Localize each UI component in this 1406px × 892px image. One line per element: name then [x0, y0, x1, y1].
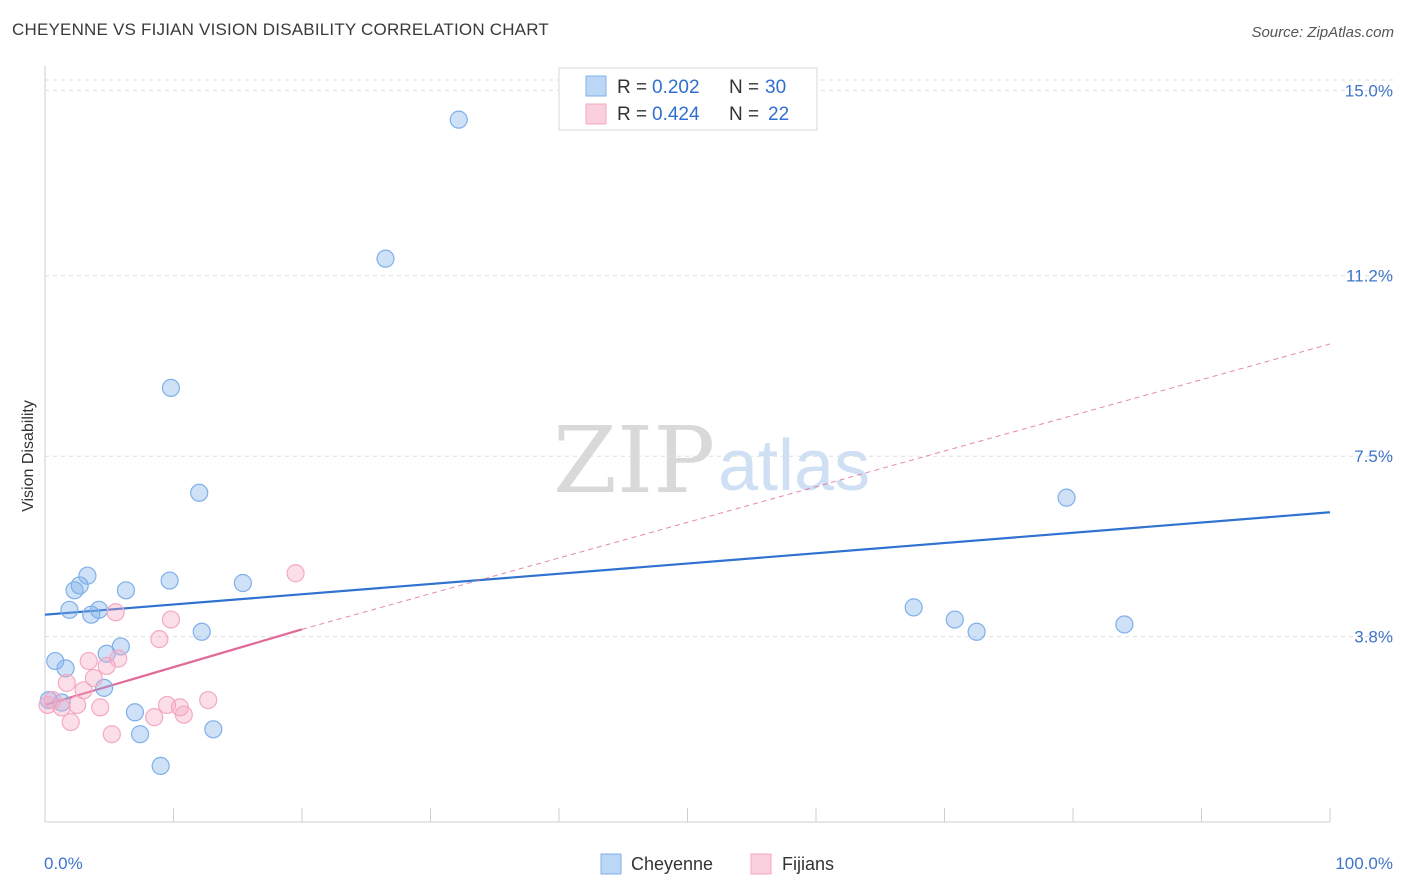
data-point-fijians — [199, 690, 218, 710]
watermark-atlas: atlas — [718, 426, 870, 506]
chart-title: CHEYENNE VS FIJIAN VISION DISABILITY COR… — [12, 20, 549, 39]
data-point-fijians — [57, 673, 76, 693]
data-point-cheyenne — [204, 720, 223, 739]
data-point-cheyenne — [904, 598, 923, 617]
y-tick-label: 3.8% — [1354, 628, 1393, 647]
source-label: Source: ZipAtlas.com — [1251, 24, 1394, 41]
y-tick-label: 11.2% — [1346, 267, 1393, 286]
legend-n-label-fijians: N = — [729, 104, 759, 125]
data-point-fijians — [84, 669, 103, 688]
data-point-fijians — [109, 649, 128, 668]
data-point-fijians — [91, 698, 110, 717]
bottom-legend: Cheyenne Fijians — [600, 853, 834, 875]
bottom-legend-swatch-fijians — [750, 853, 772, 875]
data-point-fijians — [52, 698, 71, 717]
data-point-fijians — [74, 681, 93, 700]
x-axis-ticks — [44, 808, 1331, 822]
watermark-zip: ZIP — [553, 407, 715, 514]
x-tick-label-max: 100.0% — [1335, 854, 1393, 873]
data-point-cheyenne — [46, 651, 65, 671]
legend-n-value-cheyenne: 30 — [765, 77, 786, 98]
data-point-fijians — [61, 712, 80, 732]
data-points — [38, 110, 1134, 776]
data-point-cheyenne — [449, 110, 468, 129]
data-point-cheyenne — [89, 600, 109, 619]
legend-r-value-cheyenne: 0.202 — [652, 77, 700, 98]
y-tick-label: 15.0% — [1345, 81, 1393, 100]
legend: R = 0.202 N = 30 R = 0.424 N = 22 — [558, 67, 818, 131]
data-point-cheyenne — [130, 725, 150, 744]
trend-extension-1 — [301, 343, 1331, 630]
data-point-cheyenne — [192, 622, 211, 641]
data-point-cheyenne — [116, 581, 136, 600]
legend-swatch-cheyenne — [585, 75, 607, 97]
data-point-cheyenne — [1057, 488, 1076, 507]
data-point-fijians — [161, 610, 181, 629]
data-point-cheyenne — [70, 576, 89, 595]
data-point-fijians — [102, 725, 121, 744]
data-point-cheyenne — [151, 756, 170, 776]
grid-lines — [45, 79, 1393, 638]
data-point-fijians — [145, 708, 164, 727]
bottom-legend-label-fijians: Fijians — [782, 854, 834, 874]
data-point-cheyenne — [376, 249, 395, 268]
data-point-cheyenne — [945, 610, 964, 629]
trend-line-0 — [44, 511, 1331, 616]
data-point-fijians — [106, 603, 125, 622]
data-point-fijians — [174, 705, 193, 724]
y-tick-labels: 3.8% 7.5% 11.2% 15.0% — [1345, 81, 1393, 646]
data-point-cheyenne — [65, 581, 84, 600]
trend-lines — [44, 343, 1331, 706]
data-point-cheyenne — [190, 483, 209, 502]
y-tick-label: 7.5% — [1354, 447, 1393, 466]
data-point-cheyenne — [56, 659, 75, 678]
data-point-cheyenne — [233, 573, 252, 593]
legend-r-label-fijians: R = — [617, 104, 647, 125]
legend-r-value-fijians: 0.424 — [652, 104, 700, 125]
legend-r-label-cheyenne: R = — [617, 77, 647, 98]
bottom-legend-swatch-cheyenne — [600, 853, 622, 875]
data-point-cheyenne — [78, 566, 97, 585]
data-point-cheyenne — [967, 622, 986, 641]
data-point-fijians — [150, 629, 169, 649]
data-point-cheyenne — [125, 703, 145, 722]
legend-swatch-fijians — [585, 103, 607, 125]
y-axis-title: Vision Disability — [20, 400, 37, 512]
data-point-fijians — [79, 651, 98, 671]
legend-n-label-cheyenne: N = — [729, 77, 759, 98]
legend-n-value-fijians: 22 — [768, 104, 789, 125]
bottom-legend-label-cheyenne: Cheyenne — [631, 854, 713, 874]
data-point-cheyenne — [60, 600, 79, 619]
trend-line-1 — [44, 628, 303, 706]
data-point-cheyenne — [1115, 615, 1134, 634]
data-point-fijians — [38, 695, 57, 715]
data-point-cheyenne — [160, 571, 179, 590]
x-tick-label-min: 0.0% — [44, 854, 83, 873]
data-point-fijians — [286, 564, 305, 583]
data-point-cheyenne — [161, 378, 181, 398]
